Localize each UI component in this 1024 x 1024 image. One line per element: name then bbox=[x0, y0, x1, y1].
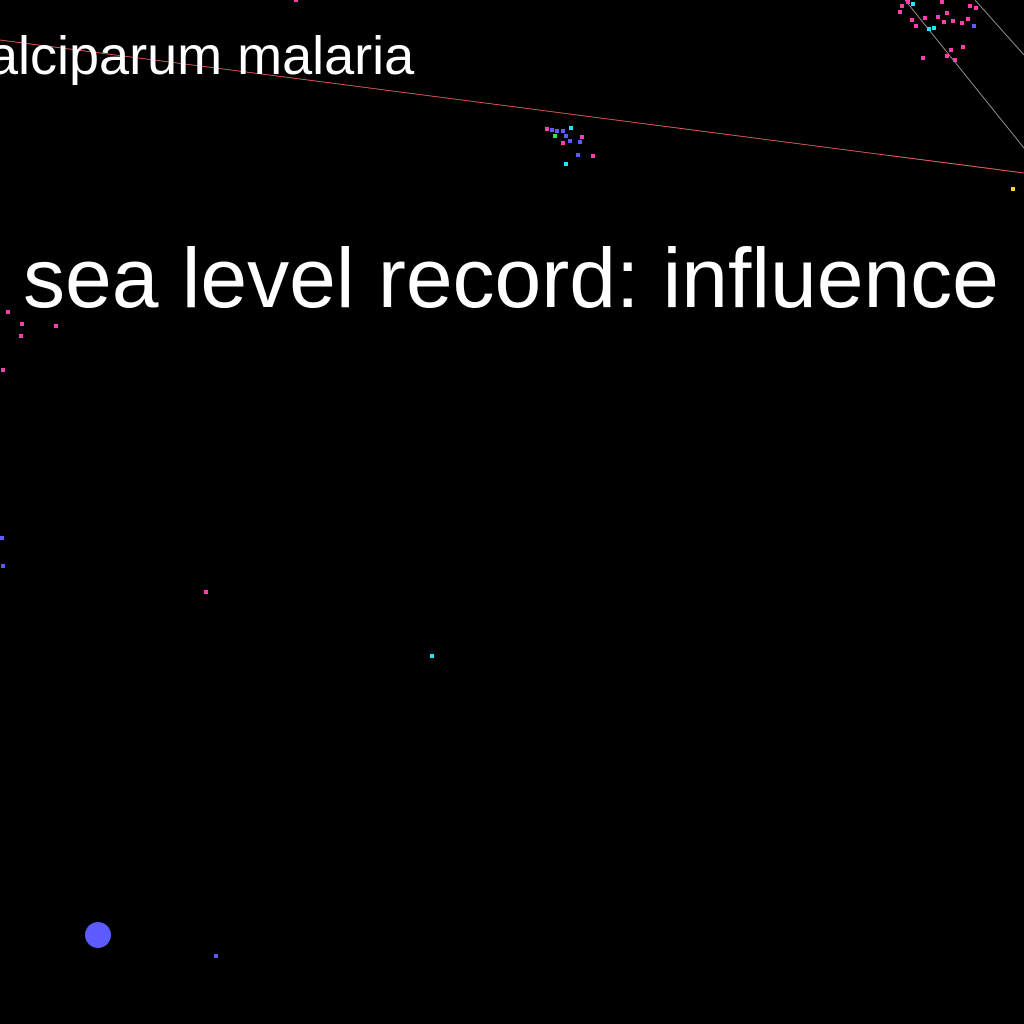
graph-node-dot bbox=[940, 0, 944, 4]
graph-node-dot bbox=[945, 54, 949, 58]
graph-node-dot bbox=[898, 10, 902, 14]
graph-node-dot bbox=[1, 564, 5, 568]
graph-node-dot bbox=[921, 56, 925, 60]
graph-node-dot bbox=[906, 0, 910, 4]
node-label-sea-level: sea level record: influence bbox=[23, 231, 999, 325]
graph-node-dot bbox=[430, 654, 434, 658]
graph-node-dot bbox=[966, 17, 970, 21]
graph-node-dot bbox=[564, 162, 568, 166]
graph-node-dot bbox=[932, 26, 936, 30]
node-group bbox=[0, 0, 1015, 958]
graph-node-dot bbox=[900, 4, 904, 8]
graph-node-dot bbox=[961, 45, 965, 49]
graph-node-large bbox=[85, 922, 111, 948]
graph-node-dot bbox=[561, 141, 565, 145]
graph-node-dot bbox=[972, 24, 976, 28]
graph-node-dot bbox=[564, 134, 568, 138]
graph-edge bbox=[0, 39, 1024, 174]
graph-node-dot bbox=[927, 27, 931, 31]
graph-node-dot bbox=[923, 16, 927, 20]
graph-node-dot bbox=[550, 128, 554, 132]
graph-node-dot bbox=[914, 24, 918, 28]
graph-node-dot bbox=[6, 310, 10, 314]
graph-node-dot bbox=[945, 11, 949, 15]
graph-edge bbox=[904, 0, 1024, 149]
graph-node-dot bbox=[578, 140, 582, 144]
graph-node-dot bbox=[555, 129, 559, 133]
graph-edge bbox=[974, 0, 1024, 56]
graph-node-dot bbox=[54, 324, 58, 328]
graph-node-dot bbox=[580, 135, 584, 139]
graph-node-dot bbox=[576, 153, 580, 157]
graph-node-dot bbox=[591, 154, 595, 158]
graph-node-dot bbox=[1011, 187, 1015, 191]
graph-node-dot bbox=[20, 322, 24, 326]
graph-node-dot bbox=[204, 590, 208, 594]
graph-node-dot bbox=[949, 48, 953, 52]
graph-node-dot bbox=[953, 58, 957, 62]
node-label-malaria: alciparum malaria bbox=[0, 26, 415, 86]
graph-node-dot bbox=[294, 0, 298, 2]
graph-node-dot bbox=[1, 368, 5, 372]
graph-node-dot bbox=[942, 20, 946, 24]
graph-node-dot bbox=[910, 18, 914, 22]
graph-node-dot bbox=[936, 15, 940, 19]
graph-node-dot bbox=[911, 2, 915, 6]
graph-node-dot bbox=[0, 536, 4, 540]
graph-node-dot bbox=[19, 334, 23, 338]
graph-node-dot bbox=[569, 126, 573, 130]
graph-node-dot bbox=[974, 6, 978, 10]
graph-node-dot bbox=[561, 129, 565, 133]
graph-node-dot bbox=[214, 954, 218, 958]
graph-node-dot bbox=[553, 134, 557, 138]
graph-node-dot bbox=[545, 127, 549, 131]
graph-node-dot bbox=[960, 21, 964, 25]
graph-node-dot bbox=[968, 4, 972, 8]
graph-node-dot bbox=[568, 139, 572, 143]
graph-node-dot bbox=[951, 19, 955, 23]
